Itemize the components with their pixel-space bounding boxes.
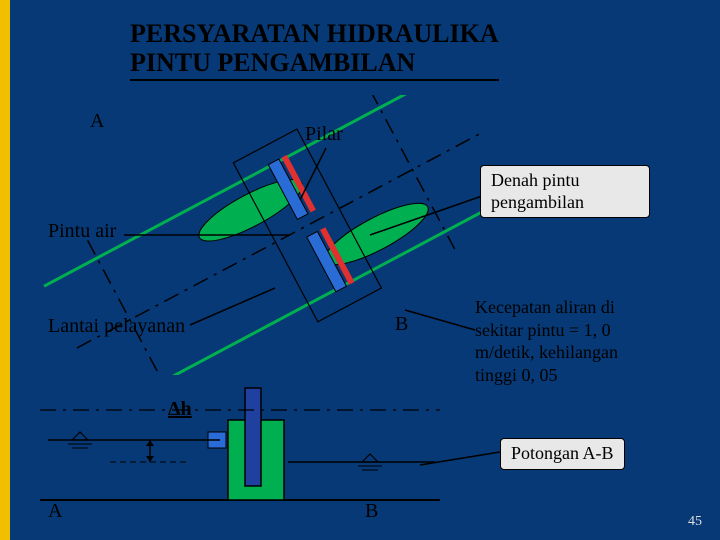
accent-bar <box>0 0 10 540</box>
callout-potongan: Potongan A-B <box>500 438 625 470</box>
label-pilar: Pilar <box>305 123 343 146</box>
title-line-2: PINTU PENGAMBILAN <box>130 48 415 77</box>
callout-denah-l2: pengambilan <box>491 192 584 212</box>
label-b-bottom: B <box>365 500 378 523</box>
callout-kecepatan-l4: tinggi 0, 05 <box>475 365 558 385</box>
page-number: 45 <box>688 514 702 530</box>
label-lantai: Lantai pelayanan <box>48 315 185 338</box>
label-a-top: A <box>90 110 104 133</box>
section-diagram <box>40 380 440 535</box>
label-pintu-air: Pintu air <box>48 220 116 243</box>
callout-denah-l1: Denah pintu <box>491 170 579 190</box>
page-title: PERSYARATAN HIDRAULIKA PINTU PENGAMBILAN <box>130 20 499 81</box>
callout-denah: Denah pintu pengambilan <box>480 165 650 218</box>
callout-kecepatan-l2: sekitar pintu = 1, 0 <box>475 320 611 340</box>
callout-kecepatan-l3: m/detik, kehilangan <box>475 342 618 362</box>
callout-potongan-text: Potongan A-B <box>511 443 614 463</box>
callout-kecepatan: Kecepatan aliran di sekitar pintu = 1, 0… <box>475 296 695 386</box>
callout-kecepatan-l1: Kecepatan aliran di <box>475 297 615 317</box>
label-delta-h: Δh <box>168 398 192 421</box>
title-line-1: PERSYARATAN HIDRAULIKA <box>130 19 499 48</box>
label-a-bottom: A <box>48 500 62 523</box>
label-b-mid: B <box>395 313 408 336</box>
